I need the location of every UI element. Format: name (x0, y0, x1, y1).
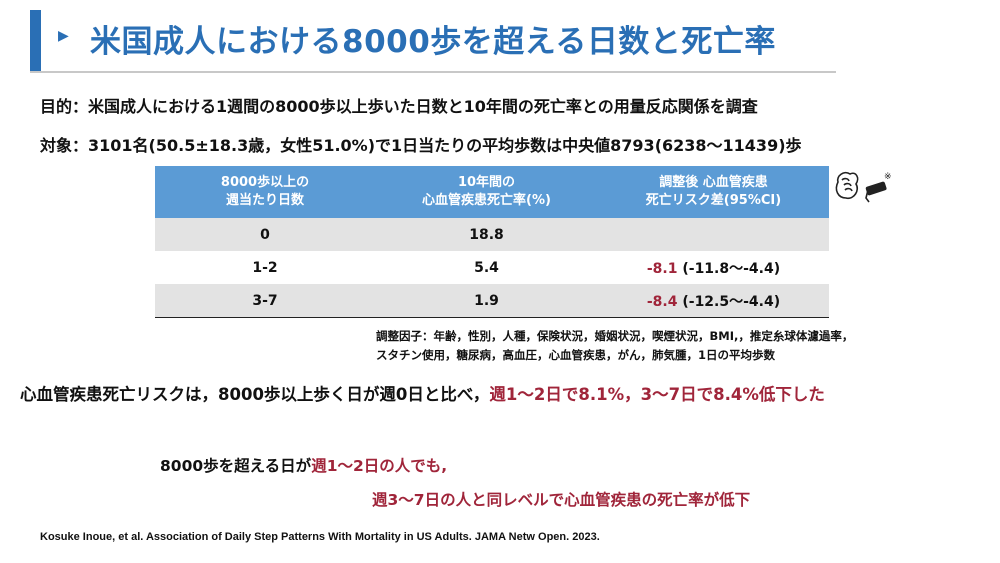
cell-mortality: 1.9 (375, 284, 598, 318)
svg-text:※: ※ (884, 172, 892, 182)
triangle-right-icon: ▶ (58, 28, 69, 44)
purpose-text: 目的：米国成人における1週間の8000歩以上歩いた日数と10年間の死亡率との用量… (40, 97, 758, 116)
cell-days: 1-2 (252, 259, 278, 276)
decorative-icons: ※ (832, 168, 894, 210)
cell-risk-diff: -8.4 (-12.5～-4.4) (598, 284, 829, 318)
table-row: 1-2 5.4 -8.1 (-11.8～-4.4) (155, 251, 829, 284)
fist-icon (835, 171, 859, 200)
key-point-1-black: 8000歩を超える日が (160, 457, 312, 475)
risk-diff-ci: (-12.5～-4.4) (677, 293, 781, 310)
column-header-risk-diff: 調整後 心血管疾患 死亡リスク差(95%CI) (598, 166, 829, 218)
risk-diff-point: -8.4 (646, 293, 678, 310)
footnote-line: 調整因子：年齢，性別，人種，保険状況，婚姻状況，喫煙状況，BMI,，推定糸球体濾… (376, 329, 854, 343)
key-point-1: 8000歩を超える日が週1～2日の人でも, (160, 454, 447, 476)
cell-days: 3-7 (155, 284, 375, 318)
cell-days: 0 (155, 218, 375, 251)
table-row: 3-7 1.9 -8.4 (-12.5～-4.4) (155, 284, 829, 318)
cell-mortality: 5.4 (474, 259, 499, 276)
conclusion-black: 心血管疾患死亡リスクは，8000歩以上歩く日が週0日と比べ， (20, 385, 490, 404)
title-divider (30, 71, 836, 73)
table-row: 0 18.8 (155, 218, 829, 251)
risk-diff-ci: (-11.8～-4.4) (677, 260, 781, 277)
column-header-days: 8000歩以上の 週当たり日数 (155, 166, 375, 218)
results-table: 8000歩以上の 週当たり日数 10年間の 心血管疾患死亡率(%) 調整後 心血… (155, 166, 829, 318)
citation: Kosuke Inoue, et al. Association of Dail… (40, 531, 600, 543)
key-point-2: 週3～7日の人と同レベルで心血管疾患の死亡率が低下 (372, 491, 751, 509)
conclusion-red: 週1～2日で8.1%，3～7日で8.4%低下した (489, 385, 825, 404)
slide-title: 米国成人における8000歩を超える日数と死亡率 (90, 24, 776, 60)
table-header-row: 8000歩以上の 週当たり日数 10年間の 心血管疾患死亡率(%) 調整後 心血… (155, 166, 829, 218)
title-accent-bar (30, 10, 41, 72)
risk-diff-point: -8.1 (646, 260, 678, 277)
conclusion-text: 心血管疾患死亡リスクは，8000歩以上歩く日が週0日と比べ，週1～2日で8.1%… (20, 381, 825, 405)
footnote-line: スタチン使用，糖尿病，高血圧，心血管疾患，がん，肺気腫，1日の平均歩数 (376, 348, 775, 362)
key-point-1-red: 週1～2日の人でも, (311, 457, 448, 475)
cell-risk-diff (598, 218, 829, 251)
column-header-mortality: 10年間の 心血管疾患死亡率(%) (375, 166, 598, 218)
cell-mortality: 18.8 (375, 218, 598, 251)
adjustment-factors-note: 調整因子：年齢，性別，人種，保険状況，婚姻状況，喫煙状況，BMI,，推定糸球体濾… (376, 327, 853, 365)
subjects-text: 対象：3101名(50.5±18.3歳，女性51.0%)で1日当たりの平均歩数は… (40, 136, 802, 155)
heart-syringe-icon: ※ (865, 172, 892, 203)
cell-risk-diff: -8.1 (-11.8～-4.4) (598, 251, 829, 284)
